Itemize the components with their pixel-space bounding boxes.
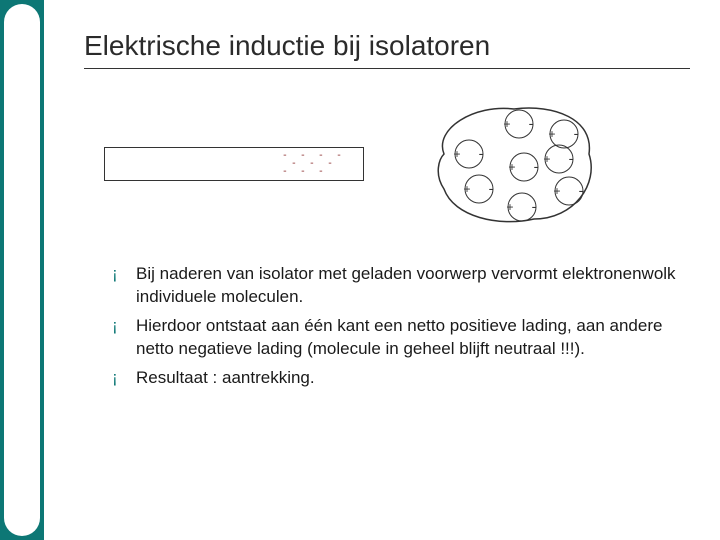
plus-charge: + — [503, 117, 510, 131]
molecule: +- — [453, 140, 483, 168]
minus-charge: - — [574, 125, 579, 141]
minus-charge: - — [534, 158, 539, 174]
plus-charge: + — [548, 127, 555, 141]
molecule: +- — [463, 175, 493, 203]
charged-rod: - - - - - - - - - - — [104, 147, 364, 181]
plus-charge: + — [553, 184, 560, 198]
minus-charge: - — [489, 180, 494, 196]
plus-charge: + — [508, 160, 515, 174]
plus-charge: + — [463, 182, 470, 196]
slide-accent-band-inner — [4, 4, 40, 536]
molecule: +- — [543, 145, 573, 173]
molecule: +- — [503, 110, 533, 138]
plus-charge: + — [543, 152, 550, 166]
minus-charge: - — [479, 145, 484, 161]
rod-negative-charges: - - - - - - - - - - — [282, 152, 345, 176]
molecule: +- — [506, 193, 536, 221]
slide-content: Elektrische inductie bij isolatoren - - … — [84, 30, 690, 396]
minus-charge: - — [532, 198, 537, 214]
bullet-item: Resultaat : aantrekking. — [112, 367, 690, 390]
bullet-item: Hierdoor ontstaat aan één kant een netto… — [112, 315, 690, 361]
slide-accent-band — [0, 0, 44, 540]
bullet-item: Bij naderen van isolator met geladen voo… — [112, 263, 690, 309]
minus-charge: - — [579, 182, 584, 198]
isolator-svg: +-+-+-+-+-+-+-+- — [404, 99, 604, 229]
diagram-row: - - - - - - - - - - +-+-+-+-+-+-+-+- — [84, 99, 690, 229]
plus-charge: + — [453, 147, 460, 161]
minus-charge: - — [569, 150, 574, 166]
molecule: +- — [508, 153, 538, 181]
molecule: +- — [548, 120, 578, 148]
minus-charge: - — [529, 115, 534, 131]
isolator-diagram: +-+-+-+-+-+-+-+- — [404, 99, 604, 229]
bullet-list: Bij naderen van isolator met geladen voo… — [84, 263, 690, 390]
molecule: +- — [553, 177, 583, 205]
slide-title: Elektrische inductie bij isolatoren — [84, 30, 690, 69]
plus-charge: + — [506, 200, 513, 214]
